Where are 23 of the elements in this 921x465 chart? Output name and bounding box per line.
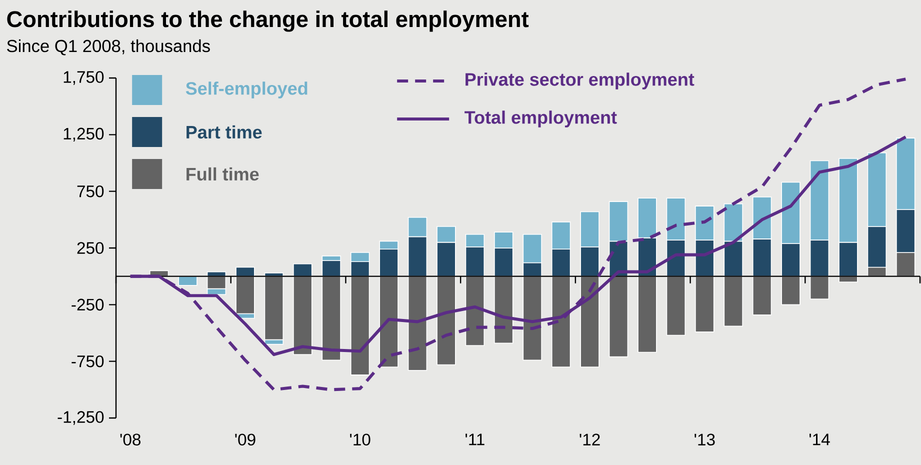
y-tick-label: 250 — [77, 242, 104, 254]
legend-label: Private sector employment — [466, 72, 694, 90]
x-tick-label: '09 — [235, 434, 256, 446]
x-tick-label: '08 — [120, 434, 141, 446]
y-tick-label: 1,250 — [64, 128, 104, 142]
y-tick-label: 750 — [77, 185, 104, 198]
legend-label: Part time — [186, 125, 262, 139]
x-tick-label: '10 — [350, 434, 370, 446]
legend-label: Full time — [186, 167, 259, 181]
y-tick-label: 1,750 — [64, 71, 104, 85]
y-tick-label: -250 — [72, 298, 104, 311]
legend-label: Self-employed — [186, 82, 308, 98]
bar — [264, 276, 284, 340]
y-tick-label: -750 — [72, 355, 104, 368]
y-tick-label: -1,250 — [58, 411, 104, 425]
chart-title: Contributions to the change in total employment — [7, 10, 529, 32]
legend-label: Total employment — [464, 110, 617, 128]
x-tick-label: '11 — [466, 434, 484, 446]
x-tick-label: '12 — [580, 434, 600, 446]
chart-subtitle: Since Q1 2008, thousands — [7, 39, 210, 56]
x-tick-label: '13 — [694, 434, 715, 446]
x-tick-label: '14 — [809, 434, 830, 446]
bar — [178, 276, 198, 286]
